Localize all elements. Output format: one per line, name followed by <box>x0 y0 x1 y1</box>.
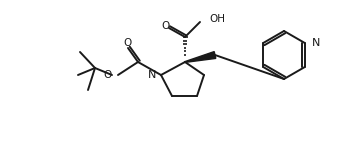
Text: OH: OH <box>209 14 225 24</box>
Text: O: O <box>124 38 132 48</box>
Polygon shape <box>185 52 216 62</box>
Text: N: N <box>148 70 156 80</box>
Text: N: N <box>312 38 320 48</box>
Text: O: O <box>104 70 112 80</box>
Text: O: O <box>161 21 169 31</box>
